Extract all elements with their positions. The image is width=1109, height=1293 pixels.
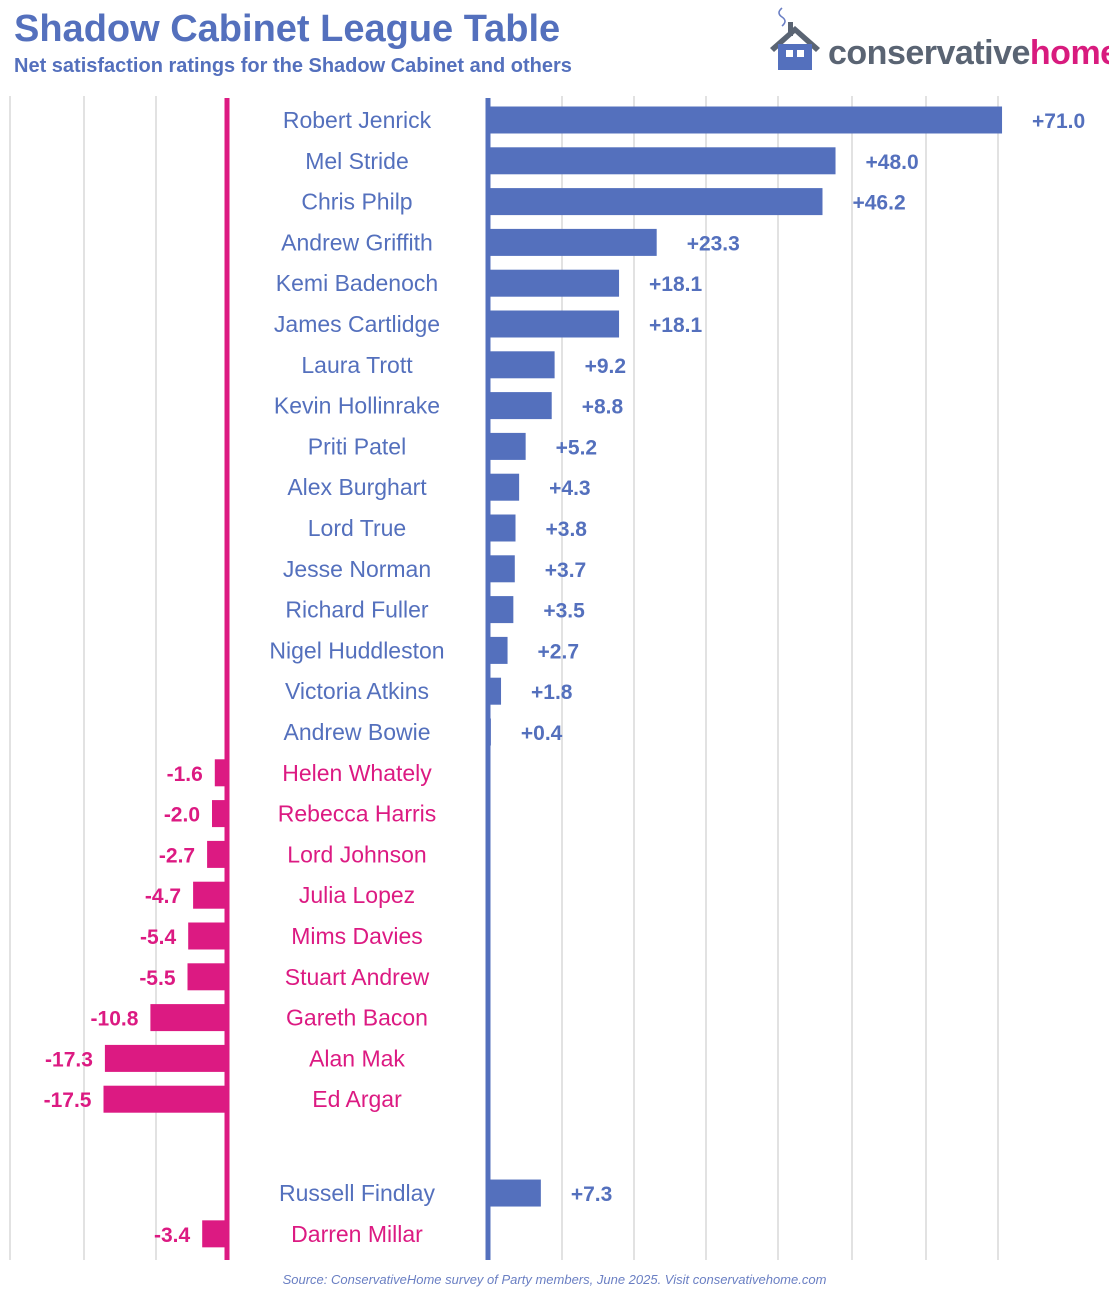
category-label: Andrew Griffith (281, 229, 433, 255)
bar (488, 310, 620, 338)
data-label: +5.2 (556, 436, 597, 459)
bar (202, 1220, 226, 1248)
bar (104, 1044, 226, 1072)
category-label: Chris Philp (301, 189, 412, 215)
data-label: +46.2 (852, 192, 905, 215)
bar (488, 392, 552, 420)
category-label: Helen Whately (282, 760, 432, 786)
data-label: +18.1 (649, 314, 702, 337)
source-note: Source: ConservativeHome survey of Party… (282, 1272, 827, 1287)
data-label: +48.0 (866, 151, 919, 174)
data-label: -4.7 (145, 885, 181, 908)
category-label: Ed Argar (312, 1086, 402, 1112)
bar (187, 963, 226, 991)
category-label: Richard Fuller (285, 597, 428, 623)
bar (488, 677, 502, 705)
data-label: +4.3 (549, 477, 590, 500)
data-label: +3.7 (545, 559, 586, 582)
data-label: -10.8 (91, 1008, 139, 1031)
category-label: Lord True (308, 515, 406, 541)
category-label: Gareth Bacon (286, 1005, 428, 1031)
bar (488, 432, 526, 460)
bar (488, 106, 1003, 134)
data-label: +0.4 (521, 722, 563, 745)
bar (193, 881, 226, 909)
data-label: +3.8 (546, 518, 588, 541)
bar (488, 188, 823, 216)
category-label: Mims Davies (291, 923, 423, 949)
category-label: Laura Trott (301, 352, 413, 378)
category-label: Rebecca Harris (278, 801, 437, 827)
category-label: Russell Findlay (279, 1180, 435, 1206)
labels: Robert Jenrick +71.0 Mel Stride +48.0 Chris … (44, 107, 1086, 1247)
category-label: Stuart Andrew (285, 964, 430, 990)
bar (488, 269, 620, 297)
bar (150, 1004, 226, 1032)
category-label: Kemi Badenoch (276, 270, 438, 296)
data-label: -2.0 (164, 804, 200, 827)
data-label: +71.0 (1032, 110, 1085, 133)
data-label: +3.5 (543, 600, 585, 623)
data-label: -5.5 (139, 967, 176, 990)
chart-subtitle: Net satisfaction ratings for the Shadow … (14, 55, 572, 77)
bar (488, 351, 555, 379)
data-label: +18.1 (649, 273, 702, 296)
data-label: +9.2 (585, 355, 626, 378)
category-label: Darren Millar (291, 1221, 423, 1247)
bar (188, 922, 226, 950)
category-label: Kevin Hollinrake (274, 393, 440, 419)
bar (488, 514, 516, 542)
chart-title: Shadow Cabinet League Table (14, 8, 561, 50)
logo-wordmark: conservativehome (828, 34, 1109, 73)
bar (103, 1085, 226, 1113)
conservativehome-logo[interactable]: conservativehome (768, 4, 1109, 76)
axes (224, 98, 491, 1260)
bar (488, 473, 520, 501)
category-label: Alex Burghart (287, 474, 427, 500)
category-label: Julia Lopez (299, 882, 415, 908)
category-label: Nigel Huddleston (269, 637, 444, 663)
data-label: -1.6 (167, 763, 203, 786)
category-label: Jesse Norman (283, 556, 431, 582)
bar (488, 228, 657, 256)
bar (488, 596, 514, 624)
logo-wordmark-conservative: conservative (828, 34, 1030, 72)
bar (214, 759, 226, 787)
data-label: -5.4 (140, 926, 177, 949)
bar (212, 800, 226, 828)
bar (488, 147, 836, 175)
data-label: -17.3 (45, 1048, 93, 1071)
bar (488, 555, 515, 583)
bars (103, 106, 1003, 1248)
category-label: Lord Johnson (287, 841, 426, 867)
category-label: James Cartlidge (274, 311, 440, 337)
category-label: Robert Jenrick (283, 107, 432, 133)
data-label: +2.7 (538, 640, 579, 663)
category-label: Alan Mak (309, 1045, 405, 1071)
category-label: Mel Stride (305, 148, 409, 174)
bar (488, 1179, 541, 1207)
category-label: Andrew Bowie (283, 719, 430, 745)
data-label: +8.8 (582, 396, 624, 419)
data-label: +7.3 (571, 1183, 612, 1206)
bar-chart: Robert Jenrick +71.0 Mel Stride +48.0 Chris … (9, 96, 1086, 1260)
data-label: +1.8 (531, 681, 573, 704)
house-icon (770, 7, 820, 70)
data-label: -3.4 (154, 1224, 191, 1247)
data-label: -2.7 (159, 844, 195, 867)
logo-wordmark-home: home (1029, 34, 1109, 72)
bar (488, 636, 508, 664)
bar (207, 840, 226, 868)
category-label: Priti Patel (308, 433, 406, 459)
data-label: -17.5 (44, 1089, 92, 1112)
category-label: Victoria Atkins (285, 678, 429, 704)
data-label: +23.3 (687, 232, 740, 255)
